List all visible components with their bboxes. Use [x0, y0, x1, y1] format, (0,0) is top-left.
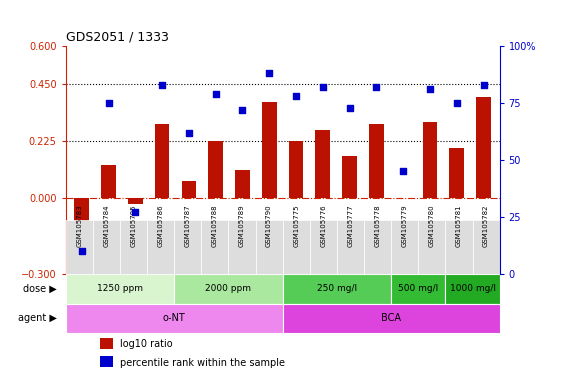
Point	[372, 84, 381, 90]
Point	[158, 82, 167, 88]
Bar	[364, 220, 391, 274]
Text: GSM105779: GSM105779	[401, 204, 408, 247]
Text: GDS2051 / 1333: GDS2051 / 1333	[66, 30, 168, 43]
Text: GSM105789: GSM105789	[239, 204, 245, 247]
Bar	[201, 220, 228, 274]
Bar	[369, 124, 384, 198]
Bar	[262, 102, 276, 198]
Bar	[66, 220, 93, 274]
Bar	[309, 220, 337, 274]
Point	[104, 100, 113, 106]
Bar	[228, 220, 255, 274]
Bar	[93, 220, 120, 274]
Point	[265, 70, 274, 76]
Bar	[391, 220, 418, 274]
Text: GSM105784: GSM105784	[103, 204, 110, 247]
Bar	[342, 156, 357, 198]
Bar	[66, 303, 283, 333]
Point	[77, 248, 86, 254]
Bar	[147, 220, 174, 274]
Text: GSM105782: GSM105782	[483, 204, 489, 247]
Bar	[283, 220, 309, 274]
Bar	[100, 356, 114, 367]
Bar	[337, 220, 364, 274]
Bar	[66, 274, 174, 303]
Bar	[445, 220, 473, 274]
Text: 1250 ppm: 1250 ppm	[97, 284, 143, 293]
Bar	[423, 122, 437, 198]
Text: log10 ratio: log10 ratio	[120, 339, 172, 349]
Point	[291, 93, 300, 99]
Bar	[445, 274, 500, 303]
Point	[318, 84, 327, 90]
Text: GSM105781: GSM105781	[456, 204, 462, 247]
Text: GSM105788: GSM105788	[212, 204, 218, 247]
Point	[211, 91, 220, 97]
Bar	[283, 274, 391, 303]
Text: GSM105790: GSM105790	[266, 204, 272, 247]
Bar	[283, 303, 500, 333]
Bar	[155, 124, 170, 198]
Text: o-NT: o-NT	[163, 313, 186, 323]
Bar	[315, 129, 330, 198]
Text: BCA: BCA	[381, 313, 401, 323]
Text: GSM105786: GSM105786	[158, 204, 164, 247]
Text: dose ▶: dose ▶	[23, 283, 57, 294]
Text: GSM105777: GSM105777	[347, 204, 353, 247]
Bar	[120, 220, 147, 274]
Bar	[418, 220, 445, 274]
Text: GSM105776: GSM105776	[320, 204, 327, 247]
Point	[425, 86, 435, 93]
Point	[399, 168, 408, 174]
Bar	[476, 97, 491, 198]
Point	[452, 100, 461, 106]
Bar	[255, 220, 283, 274]
Point	[479, 82, 488, 88]
Bar	[174, 274, 283, 303]
Point	[345, 104, 354, 111]
Text: 1000 mg/l: 1000 mg/l	[449, 284, 496, 293]
Bar	[208, 141, 223, 198]
Bar	[74, 198, 89, 253]
Text: percentile rank within the sample: percentile rank within the sample	[120, 358, 285, 368]
Text: 500 mg/l: 500 mg/l	[398, 284, 439, 293]
Text: GSM105780: GSM105780	[429, 204, 435, 247]
Bar	[235, 170, 250, 198]
Bar	[101, 165, 116, 198]
Bar	[174, 220, 202, 274]
Text: GSM105787: GSM105787	[184, 204, 191, 247]
Bar	[128, 198, 143, 204]
Bar	[182, 181, 196, 198]
Text: GSM105785: GSM105785	[130, 204, 136, 247]
Bar	[473, 220, 500, 274]
Text: 250 mg/l: 250 mg/l	[317, 284, 357, 293]
Bar	[449, 149, 464, 198]
Bar	[391, 274, 445, 303]
Point	[131, 209, 140, 215]
Text: GSM105783: GSM105783	[76, 204, 82, 247]
Text: GSM105778: GSM105778	[375, 204, 381, 247]
Text: GSM105775: GSM105775	[293, 204, 299, 247]
Text: 2000 ppm: 2000 ppm	[206, 284, 251, 293]
Bar	[100, 338, 114, 349]
Point	[184, 129, 194, 136]
Point	[238, 107, 247, 113]
Text: agent ▶: agent ▶	[18, 313, 57, 323]
Bar	[289, 141, 303, 198]
